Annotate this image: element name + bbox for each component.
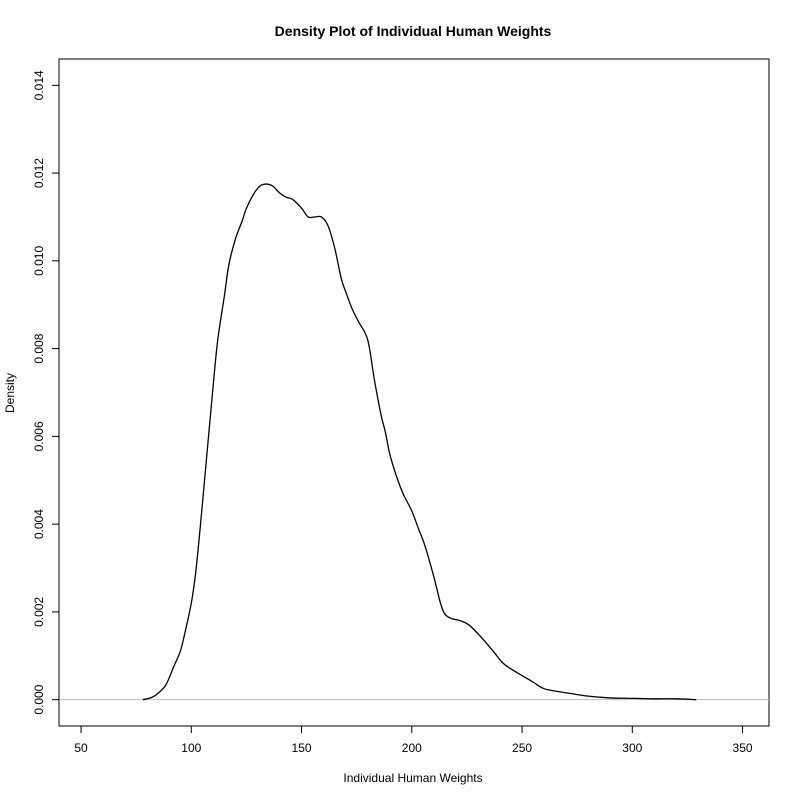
x-tick-label: 300 <box>622 741 642 755</box>
x-tick-label: 150 <box>292 741 312 755</box>
x-axis-label: Individual Human Weights <box>343 771 482 785</box>
chart-title: Density Plot of Individual Human Weights <box>275 23 552 39</box>
y-tick-label: 0.010 <box>32 246 46 276</box>
y-tick-label: 0.000 <box>32 684 46 714</box>
density-curve <box>142 183 697 701</box>
y-axis-label: Density <box>3 373 17 413</box>
x-axis: 50 100 150 200 250 300 350 <box>74 725 753 755</box>
x-tick-label: 250 <box>512 741 532 755</box>
x-tick-label: 100 <box>181 741 201 755</box>
y-tick-label: 0.002 <box>32 597 46 627</box>
y-tick-label: 0.004 <box>32 509 46 539</box>
y-tick-label: 0.006 <box>32 421 46 451</box>
x-tick-label: 200 <box>402 741 422 755</box>
plot-frame <box>58 58 770 727</box>
y-tick-label: 0.014 <box>32 70 46 100</box>
y-tick-label: 0.012 <box>32 158 46 188</box>
y-axis: 0.000 0.002 0.004 0.006 0.008 0.010 0.012 0.014 <box>32 70 60 715</box>
x-tick-label: 350 <box>733 741 753 755</box>
y-tick-label: 0.008 <box>32 333 46 363</box>
x-tick-label: 50 <box>74 741 88 755</box>
